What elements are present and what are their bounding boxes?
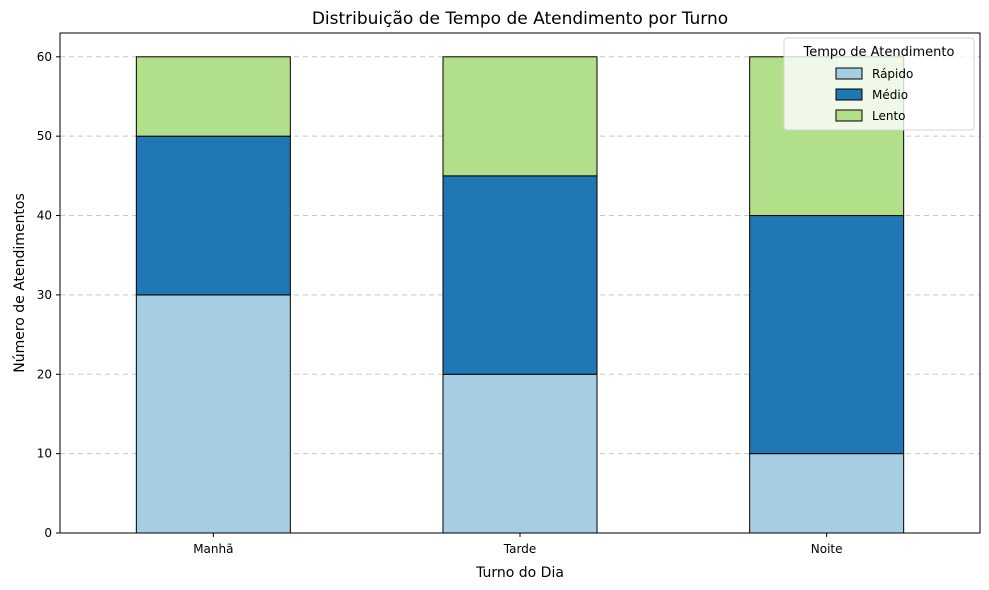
bar-segment bbox=[749, 215, 905, 455]
chart-title: Distribuição de Tempo de Atendimento por… bbox=[312, 9, 728, 29]
y-tick-label: 50 bbox=[37, 129, 52, 143]
legend: Tempo de Atendimento Rápido Médio Lento bbox=[783, 37, 975, 131]
legend-label: Lento bbox=[872, 109, 906, 123]
y-tick-label: 30 bbox=[37, 288, 52, 302]
x-axis-ticks: Manhã Tarde Noite bbox=[193, 533, 843, 556]
legend-swatch bbox=[835, 88, 863, 101]
y-tick-label: 0 bbox=[44, 526, 52, 540]
bar-segment bbox=[135, 294, 291, 534]
legend-swatch bbox=[835, 109, 863, 122]
bar-segment bbox=[442, 56, 598, 177]
y-axis-ticks: 0 10 20 30 40 50 60 bbox=[37, 50, 60, 540]
y-tick-label: 40 bbox=[37, 209, 52, 223]
legend-box bbox=[783, 37, 975, 131]
y-tick-label: 10 bbox=[37, 447, 52, 461]
x-tick-label: Tarde bbox=[503, 542, 536, 556]
legend-label: Médio bbox=[872, 88, 908, 102]
x-tick-label: Manhã bbox=[193, 542, 233, 556]
y-axis-label: Número de Atendimentos bbox=[12, 193, 28, 373]
bar-segment bbox=[442, 175, 598, 375]
legend-swatch bbox=[835, 67, 863, 80]
legend-label: Rápido bbox=[872, 67, 913, 81]
bar-segment bbox=[135, 135, 291, 296]
y-tick-label: 60 bbox=[37, 50, 52, 64]
bar-segment bbox=[135, 56, 291, 137]
bars bbox=[135, 56, 905, 534]
y-tick-label: 20 bbox=[37, 367, 52, 381]
bar-segment bbox=[749, 453, 905, 534]
bar-segment bbox=[442, 373, 598, 534]
x-tick-label: Noite bbox=[811, 542, 843, 556]
legend-title: Tempo de Atendimento bbox=[803, 45, 955, 60]
x-axis-label: Turno do Dia bbox=[475, 565, 564, 581]
